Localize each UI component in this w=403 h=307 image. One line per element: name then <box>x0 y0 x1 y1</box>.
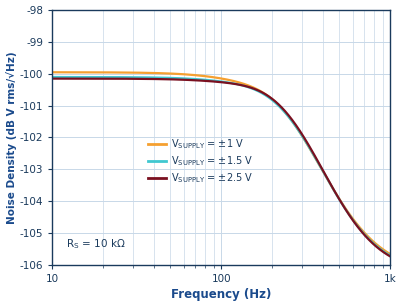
Y-axis label: Noise Density (dB V rms/√Hz): Noise Density (dB V rms/√Hz) <box>6 51 17 224</box>
Text: R$_\mathregular{S}$ = 10 kΩ: R$_\mathregular{S}$ = 10 kΩ <box>66 237 125 251</box>
X-axis label: Frequency (Hz): Frequency (Hz) <box>171 288 272 301</box>
Legend: V$_\mathregular{SUPPLY}$ = ±1 V, V$_\mathregular{SUPPLY}$ = ±1.5 V, V$_\mathregu: V$_\mathregular{SUPPLY}$ = ±1 V, V$_\mat… <box>148 137 253 185</box>
